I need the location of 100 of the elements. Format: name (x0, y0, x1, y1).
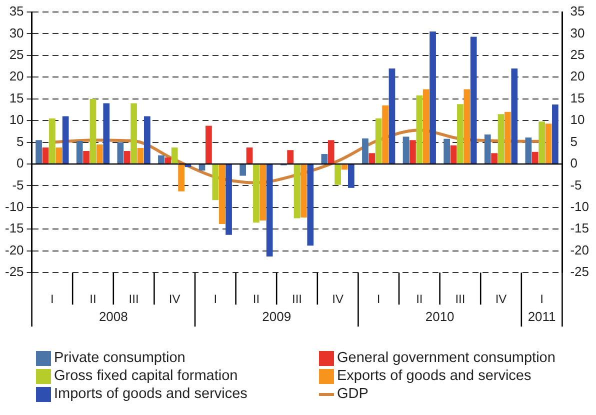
bar (321, 154, 328, 164)
bar (416, 95, 423, 164)
bar (144, 116, 150, 164)
bar (504, 112, 511, 164)
bar (164, 158, 172, 164)
y-tick-label: -5 (12, 177, 24, 192)
bar (484, 134, 491, 164)
bar (218, 164, 226, 224)
y-tick-label: -10 (4, 199, 24, 214)
y2-tick-label: 30 (570, 25, 585, 40)
x-tick-label: III (292, 292, 302, 306)
x-tick-label: I (376, 292, 380, 306)
bar (362, 138, 368, 164)
text: 2008 (98, 309, 128, 324)
bar (444, 138, 450, 164)
x-tick-label: II (90, 292, 96, 306)
bar (130, 103, 137, 164)
bar (328, 140, 334, 164)
bar (525, 138, 532, 164)
y2-tick-label: -20 (570, 242, 590, 258)
x-tick-label: I (540, 292, 544, 306)
y-tick-label: -25 (4, 264, 24, 280)
text: 2010 (425, 309, 454, 324)
y-tick-label: 10 (9, 112, 24, 128)
bar (90, 98, 96, 164)
text: 2009 (262, 309, 292, 324)
bar (103, 103, 110, 164)
bar (76, 140, 83, 164)
y-tick-label: 25 (9, 47, 24, 62)
legend-label: Private consumption (54, 350, 186, 366)
y-tick-label: 30 (9, 25, 24, 40)
bar (388, 68, 396, 164)
bar (334, 164, 341, 185)
bar (382, 105, 388, 164)
x-tick-label: II (252, 292, 260, 306)
bar (253, 164, 260, 223)
y2-tick-label: 0 (570, 156, 578, 171)
text: 2011 (528, 309, 556, 324)
bar (511, 68, 518, 164)
bar (184, 164, 192, 168)
bar (545, 124, 552, 164)
bar (137, 148, 144, 164)
x-tick-label: I (214, 292, 218, 306)
bar (410, 140, 416, 164)
bar (422, 89, 430, 164)
bar (124, 150, 130, 164)
y2-tick-label: -10 (570, 199, 590, 214)
y2-tick-label: 20 (570, 68, 585, 84)
bar (198, 164, 206, 171)
y-tick-label: 15 (9, 90, 24, 106)
y-tick-label: 5 (16, 134, 24, 149)
bar (402, 136, 410, 164)
bar (240, 164, 246, 176)
bar (294, 164, 300, 218)
x-tick-label: III (128, 292, 139, 306)
bar (341, 164, 348, 170)
bar (260, 164, 266, 220)
legend-label: GDP (337, 386, 368, 402)
bar (42, 148, 49, 164)
bar (450, 145, 457, 164)
x-tick-label: IV (332, 292, 344, 306)
bar (470, 36, 477, 164)
bar (464, 89, 470, 164)
bar (158, 155, 164, 164)
legend-label: Gross fixed capital formation (54, 368, 238, 384)
bar (287, 150, 294, 164)
x-tick-label: II (416, 292, 423, 306)
bar (430, 32, 436, 164)
bar (62, 116, 69, 164)
bar (300, 164, 307, 218)
y2-tick-label: 10 (570, 112, 585, 128)
bar (117, 142, 124, 164)
bar (375, 118, 382, 164)
bar (178, 164, 184, 192)
y-tick-label: 35 (9, 4, 24, 19)
bar (538, 121, 545, 164)
bar (56, 148, 62, 164)
y2-tick-label: 35 (570, 4, 585, 19)
bar (266, 164, 273, 257)
bar (49, 118, 56, 164)
bar (206, 126, 212, 164)
bar (552, 104, 558, 164)
bar (226, 164, 232, 235)
bar (498, 114, 504, 164)
bar (457, 104, 464, 164)
x-tick-label: IV (168, 292, 180, 306)
y-tick-label: 0 (16, 156, 24, 171)
y-tick-label: 20 (9, 68, 24, 84)
x-tick-label: IV (495, 292, 507, 306)
legend-label: General government consumption (337, 350, 556, 366)
y2-tick-label: -5 (570, 177, 582, 192)
x-tick-label: III (455, 292, 466, 306)
y-tick-label: -20 (4, 242, 24, 258)
bar (491, 153, 498, 164)
bar (83, 150, 90, 164)
bar (348, 164, 354, 188)
bar (96, 144, 103, 164)
y-tick-label: -15 (4, 220, 24, 236)
y2-tick-label: 15 (570, 90, 585, 106)
y2-tick-label: -15 (570, 220, 590, 236)
